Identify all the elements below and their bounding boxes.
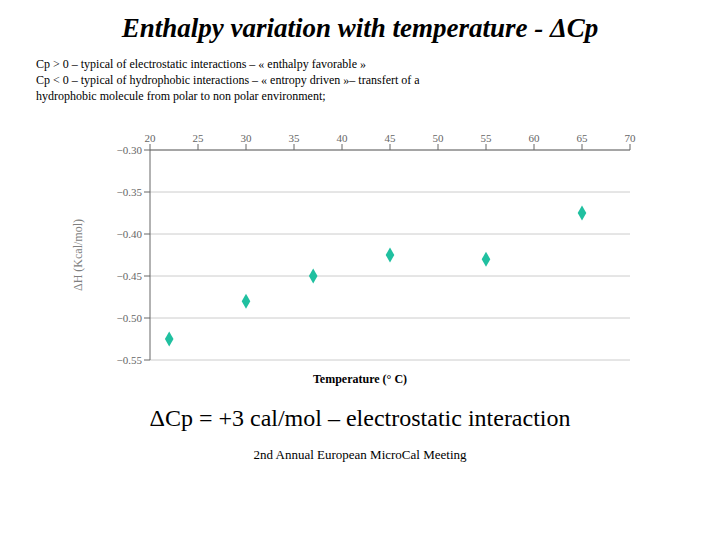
svg-text:55: 55 bbox=[481, 132, 493, 144]
svg-text:−0.40: −0.40 bbox=[117, 228, 143, 240]
svg-text:65: 65 bbox=[577, 132, 589, 144]
svg-text:35: 35 bbox=[289, 132, 301, 144]
svg-text:−0.50: −0.50 bbox=[117, 312, 143, 324]
svg-text:50: 50 bbox=[433, 132, 445, 144]
svg-text:−0.45: −0.45 bbox=[117, 270, 143, 282]
svg-text:60: 60 bbox=[529, 132, 541, 144]
svg-text:−0.35: −0.35 bbox=[117, 186, 143, 198]
svg-text:ΔH (Kcal/mol): ΔH (Kcal/mol) bbox=[71, 219, 85, 291]
svg-text:40: 40 bbox=[337, 132, 349, 144]
html-text:hydrophobic molecule from pola: hydrophobic molecule from polar to non p… bbox=[36, 89, 326, 103]
html-text:Cp < 0 – typical of hydrophobi: Cp < 0 – typical of hydrophobic interact… bbox=[36, 73, 420, 87]
html-text:Enthalpy variation with temper: Enthalpy variation with temperature - ΔC… bbox=[121, 13, 599, 43]
html-text:ΔCp = +3 cal/mol – electrostat: ΔCp = +3 cal/mol – electrostatic interac… bbox=[149, 405, 571, 431]
svg-text:−0.55: −0.55 bbox=[117, 354, 143, 366]
html-text:2nd Annual European MicroCal M: 2nd Annual European MicroCal Meeting bbox=[253, 447, 467, 462]
svg-text:−0.30: −0.30 bbox=[117, 144, 143, 156]
html-text:Cp > 0 – typical of electrosta: Cp > 0 – typical of electrostatic intera… bbox=[36, 57, 366, 71]
html-text:Temperature (° C): Temperature (° C) bbox=[312, 372, 408, 386]
svg-text:20: 20 bbox=[145, 132, 157, 144]
svg-text:45: 45 bbox=[385, 132, 397, 144]
svg-text:25: 25 bbox=[193, 132, 205, 144]
svg-text:30: 30 bbox=[241, 132, 253, 144]
svg-text:70: 70 bbox=[625, 132, 637, 144]
